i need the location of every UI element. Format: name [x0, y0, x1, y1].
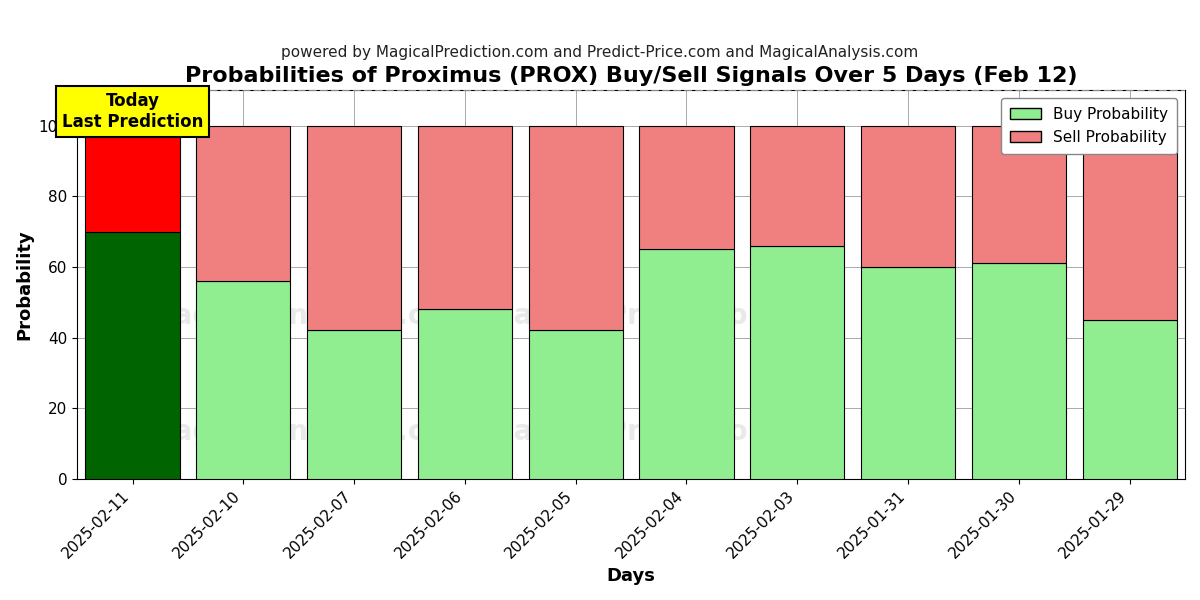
Text: Today
Last Prediction: Today Last Prediction: [62, 92, 203, 131]
Bar: [1082, 125, 1177, 320]
Bar: [640, 249, 733, 479]
Bar: [972, 125, 1066, 263]
Bar: [529, 331, 623, 479]
Bar: [307, 125, 401, 331]
Bar: [860, 267, 955, 479]
Bar: [197, 125, 290, 281]
Bar: [1082, 320, 1177, 479]
Legend: Buy Probability, Sell Probability: Buy Probability, Sell Probability: [1001, 98, 1177, 154]
Text: powered by MagicalPrediction.com and Predict-Price.com and MagicalAnalysis.com: powered by MagicalPrediction.com and Pre…: [281, 45, 919, 60]
Bar: [85, 232, 180, 479]
Text: MagicalPrediction.com: MagicalPrediction.com: [486, 418, 842, 446]
Bar: [418, 125, 512, 309]
Bar: [529, 125, 623, 331]
Text: MagicalAnalysis.com: MagicalAnalysis.com: [146, 302, 473, 329]
Bar: [640, 125, 733, 249]
Text: MagicalAnalysis.com: MagicalAnalysis.com: [146, 418, 473, 446]
Bar: [750, 125, 845, 246]
Bar: [307, 331, 401, 479]
Bar: [197, 281, 290, 479]
Bar: [85, 125, 180, 232]
Bar: [972, 263, 1066, 479]
Title: Probabilities of Proximus (PROX) Buy/Sell Signals Over 5 Days (Feb 12): Probabilities of Proximus (PROX) Buy/Sel…: [185, 66, 1078, 86]
X-axis label: Days: Days: [607, 567, 655, 585]
Bar: [750, 246, 845, 479]
Y-axis label: Probability: Probability: [14, 229, 32, 340]
Text: MagicalPrediction.com: MagicalPrediction.com: [486, 302, 842, 329]
Bar: [418, 309, 512, 479]
Bar: [860, 125, 955, 267]
